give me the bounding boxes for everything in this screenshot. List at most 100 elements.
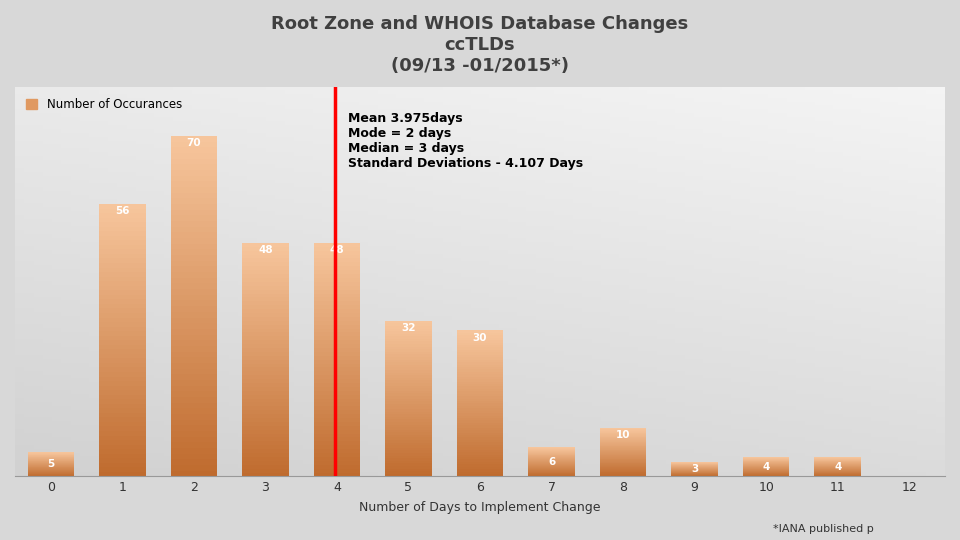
- Bar: [99, 381, 146, 386]
- Bar: [171, 403, 217, 408]
- Bar: [600, 438, 646, 439]
- Bar: [600, 456, 646, 457]
- Bar: [171, 181, 217, 187]
- Bar: [385, 383, 432, 386]
- Bar: [600, 430, 646, 431]
- Bar: [600, 466, 646, 467]
- Bar: [457, 452, 503, 455]
- Bar: [600, 458, 646, 460]
- Bar: [99, 240, 146, 245]
- Bar: [314, 437, 360, 441]
- Bar: [314, 298, 360, 301]
- Bar: [457, 464, 503, 467]
- Bar: [457, 362, 503, 364]
- Bar: [314, 344, 360, 348]
- Bar: [99, 467, 146, 472]
- Bar: [314, 387, 360, 391]
- Bar: [242, 348, 289, 352]
- Bar: [99, 304, 146, 308]
- Title: Root Zone and WHOIS Database Changes
ccTLDs
(09/13 -01/2015*): Root Zone and WHOIS Database Changes ccT…: [272, 15, 688, 75]
- Bar: [99, 281, 146, 286]
- Bar: [314, 321, 360, 325]
- Bar: [600, 442, 646, 443]
- Bar: [314, 305, 360, 309]
- Bar: [314, 254, 360, 259]
- Bar: [600, 460, 646, 461]
- Bar: [171, 408, 217, 414]
- Bar: [385, 386, 432, 388]
- Bar: [171, 386, 217, 392]
- Bar: [457, 442, 503, 445]
- Bar: [385, 375, 432, 378]
- Bar: [99, 408, 146, 413]
- Bar: [171, 272, 217, 278]
- Bar: [99, 208, 146, 213]
- Bar: [242, 278, 289, 282]
- Bar: [171, 141, 217, 147]
- Bar: [457, 413, 503, 416]
- Bar: [171, 431, 217, 437]
- Bar: [457, 469, 503, 471]
- Bar: [242, 399, 289, 402]
- Bar: [242, 375, 289, 379]
- Bar: [385, 380, 432, 383]
- Bar: [600, 443, 646, 444]
- Bar: [171, 170, 217, 176]
- Bar: [242, 266, 289, 270]
- Bar: [385, 393, 432, 396]
- Bar: [99, 354, 146, 359]
- Bar: [457, 416, 503, 418]
- Bar: [242, 465, 289, 469]
- Bar: [314, 465, 360, 469]
- Bar: [385, 354, 432, 357]
- Bar: [242, 254, 289, 259]
- Bar: [99, 444, 146, 449]
- Bar: [457, 440, 503, 442]
- Text: 48: 48: [258, 245, 273, 255]
- Bar: [242, 298, 289, 301]
- Bar: [385, 424, 432, 427]
- Bar: [457, 350, 503, 353]
- Bar: [385, 463, 432, 466]
- Bar: [314, 453, 360, 457]
- Bar: [457, 430, 503, 433]
- Bar: [99, 463, 146, 467]
- Bar: [457, 389, 503, 392]
- Bar: [600, 432, 646, 433]
- Bar: [457, 457, 503, 460]
- Bar: [385, 360, 432, 362]
- Bar: [600, 440, 646, 441]
- Bar: [99, 349, 146, 354]
- Text: 3: 3: [691, 464, 698, 474]
- Bar: [99, 254, 146, 259]
- Bar: [385, 409, 432, 411]
- Bar: [171, 357, 217, 363]
- Bar: [242, 360, 289, 363]
- Bar: [385, 456, 432, 458]
- Bar: [385, 430, 432, 433]
- Bar: [457, 426, 503, 428]
- Bar: [171, 380, 217, 386]
- Bar: [600, 474, 646, 475]
- Bar: [385, 427, 432, 430]
- Bar: [171, 210, 217, 215]
- Bar: [314, 402, 360, 407]
- Bar: [385, 453, 432, 456]
- Bar: [314, 457, 360, 461]
- Bar: [600, 437, 646, 438]
- Bar: [385, 365, 432, 367]
- Bar: [314, 406, 360, 410]
- Bar: [99, 327, 146, 331]
- Bar: [171, 232, 217, 238]
- Bar: [99, 299, 146, 304]
- Bar: [171, 420, 217, 426]
- Bar: [457, 437, 503, 440]
- Bar: [171, 414, 217, 420]
- Bar: [600, 435, 646, 436]
- Bar: [99, 322, 146, 327]
- Bar: [242, 414, 289, 418]
- Bar: [314, 247, 360, 251]
- Bar: [457, 347, 503, 350]
- Bar: [99, 359, 146, 363]
- Bar: [99, 249, 146, 254]
